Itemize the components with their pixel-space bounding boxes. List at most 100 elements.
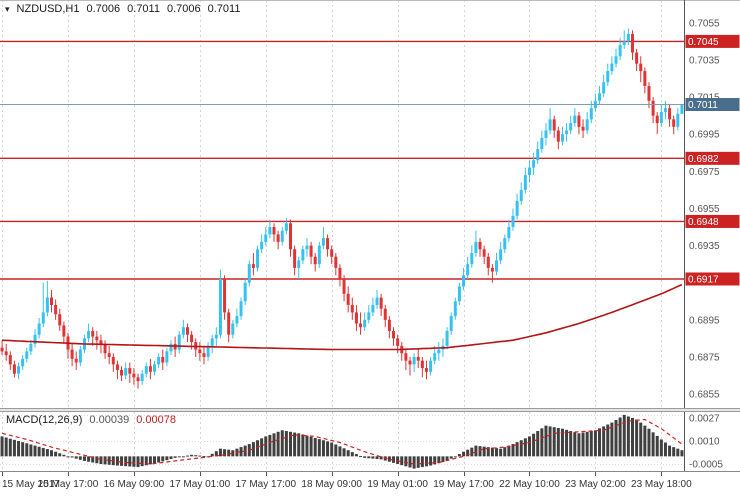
candle-down — [293, 249, 297, 268]
macd-bar — [622, 414, 626, 457]
svg-text:-0.0005: -0.0005 — [689, 460, 723, 471]
level-price-badge: 0.6982 — [685, 151, 740, 165]
macd-bar — [499, 448, 503, 457]
macd-bar — [99, 456, 103, 465]
macd-bar — [177, 456, 181, 458]
pane-splitter[interactable] — [0, 408, 740, 412]
candle-down — [91, 330, 95, 337]
svg-text:0.6855: 0.6855 — [689, 390, 720, 401]
svg-text:0.6982: 0.6982 — [688, 154, 719, 165]
macd-bar — [268, 434, 272, 457]
candle-down — [136, 377, 140, 382]
macd-bar — [610, 422, 614, 457]
candle-down — [577, 115, 581, 127]
svg-text:0.6955: 0.6955 — [689, 204, 720, 215]
macd-bar — [148, 456, 152, 465]
candle-down — [647, 85, 651, 101]
macd-bar — [441, 456, 445, 463]
candle-up — [499, 249, 503, 261]
candle-down — [103, 343, 107, 354]
candle-up — [210, 338, 214, 346]
macd-axis[interactable]: 0.0027 0.0010 -0.0005 — [689, 414, 723, 471]
time-grid — [2, 0, 662, 470]
macd-bar — [272, 433, 276, 457]
candle-down — [148, 366, 152, 372]
macd-bar — [635, 419, 639, 457]
macd-bar — [342, 448, 346, 457]
svg-text:0.7055: 0.7055 — [689, 18, 720, 29]
candle-down — [227, 312, 231, 335]
macd-bar — [326, 441, 330, 457]
candle-up — [284, 223, 288, 231]
candle-up — [239, 301, 243, 317]
macd-bar — [87, 456, 91, 462]
candle-up — [527, 167, 531, 176]
candle-down — [672, 119, 676, 127]
macd-bar — [198, 455, 202, 457]
candle-down — [326, 238, 330, 250]
candle-up — [598, 93, 602, 101]
macd-bar — [62, 454, 66, 457]
candle-down — [383, 308, 387, 320]
candles — [0, 28, 684, 389]
candle-down — [552, 119, 556, 131]
macd-bar — [346, 450, 350, 457]
candle-down — [334, 256, 338, 268]
macd-bar — [58, 453, 62, 457]
candle-down — [668, 108, 672, 120]
candle-down — [490, 267, 494, 272]
candle-up — [371, 304, 375, 313]
macd-bar — [490, 447, 494, 457]
candle-down — [630, 33, 634, 53]
macd-bar — [396, 456, 400, 465]
macd-bar — [115, 456, 119, 466]
candle-up — [412, 356, 416, 365]
macd-indicator-readout: MACD(12,26,9) 0.00039 0.00078 — [6, 414, 176, 426]
macd-bar — [523, 438, 527, 457]
candle-down — [128, 368, 132, 374]
svg-text:0.6995: 0.6995 — [689, 130, 720, 141]
macd-bar — [639, 422, 643, 457]
candle-up — [260, 241, 264, 250]
high-value: 0.7011 — [127, 3, 160, 15]
macd-bar — [429, 456, 433, 466]
macd-bar — [74, 456, 78, 459]
candle-up — [301, 249, 305, 261]
price-axis[interactable]: 0.70550.70350.70150.69950.69750.69550.69… — [685, 18, 740, 401]
svg-text:18 May 09:00: 18 May 09:00 — [301, 479, 362, 490]
candle-up — [573, 115, 577, 124]
macd-bar — [202, 455, 206, 457]
macd-bar — [680, 450, 684, 457]
candle-down — [50, 297, 54, 305]
candle-down — [12, 364, 16, 374]
candle-down — [198, 349, 202, 354]
macd-bar — [565, 429, 569, 457]
svg-text:23 May 18:00: 23 May 18:00 — [631, 479, 692, 490]
candle-down — [276, 234, 280, 242]
macd-bar — [618, 417, 622, 457]
macd-bar — [354, 454, 358, 457]
macd-bar — [214, 451, 218, 457]
candle-up — [78, 349, 82, 363]
macd-bar — [169, 456, 173, 460]
candle-up — [45, 297, 49, 313]
svg-text:17 May 17:00: 17 May 17:00 — [235, 479, 296, 490]
candle-up — [519, 189, 523, 202]
candle-up — [41, 312, 45, 324]
candle-down — [132, 373, 136, 378]
candle-up — [87, 330, 91, 339]
macd-bar — [95, 456, 99, 464]
svg-text:15 May 17:00: 15 May 17:00 — [38, 479, 99, 490]
candle-up — [602, 82, 606, 94]
macd-bar — [78, 456, 82, 460]
candle-down — [0, 347, 4, 352]
macd-bar — [503, 447, 507, 457]
macd-bar — [363, 456, 367, 458]
macd-bar — [50, 450, 54, 457]
candle-down — [404, 353, 408, 361]
candle-up — [264, 234, 268, 242]
svg-text:0.7035: 0.7035 — [689, 55, 720, 66]
macd-bar — [569, 431, 573, 457]
